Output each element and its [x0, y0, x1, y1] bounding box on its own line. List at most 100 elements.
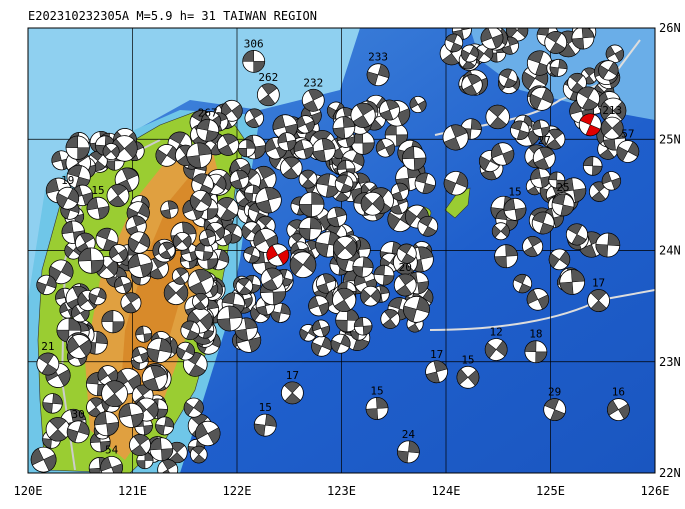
beachball: [66, 334, 92, 359]
beachball-lobe: [395, 273, 415, 297]
beachball: [548, 171, 566, 189]
beachball-lobe: [56, 188, 79, 209]
beachball-lobe: [492, 224, 510, 238]
beachball-lobe: [529, 87, 554, 110]
depth-label: 25: [556, 181, 569, 194]
beachball: [172, 231, 192, 251]
beachball-lobe: [549, 59, 568, 77]
beachball: [616, 140, 640, 163]
beachball: [601, 171, 622, 191]
beachball: [425, 360, 448, 384]
events: 306 262 233 201 148 90 213 267 232 19 15 17 24 16 29 17…: [36, 14, 640, 473]
beachball: [332, 287, 357, 313]
beachball-lobe: [230, 169, 249, 190]
beachball: [237, 139, 256, 158]
beachball-lobe: [160, 200, 179, 219]
beachball: [243, 246, 261, 264]
beachball: [526, 50, 553, 76]
depth-label: 17: [430, 348, 443, 361]
beachball: [460, 44, 479, 63]
beachball: [312, 319, 330, 338]
beachball-lobe: [195, 422, 221, 445]
beachball: [409, 95, 427, 114]
beachball: [199, 229, 217, 247]
beachball-lobe: [199, 229, 216, 247]
beachball-lobe: [266, 245, 289, 265]
beachball-lobe: [598, 61, 619, 80]
beachball-lobe: [513, 274, 532, 294]
beachball: [215, 197, 239, 221]
beachball: [559, 269, 586, 295]
beachball-lobe: [462, 74, 482, 96]
beachball: [149, 437, 174, 462]
beachball-lobe: [379, 99, 400, 121]
beachball: [311, 138, 336, 162]
depth-label: 27: [538, 134, 551, 147]
beachball: [255, 186, 282, 214]
beachball-lobe: [181, 320, 200, 340]
beachball-lobe: [42, 393, 63, 414]
beachball: [484, 338, 508, 361]
beachball-lobe: [122, 292, 140, 314]
beachball: [187, 268, 214, 296]
beachball: [605, 44, 625, 63]
beachball: [490, 142, 515, 166]
beachball-lobe: [298, 217, 322, 241]
beachball-lobe: [532, 211, 554, 235]
beachball-lobe: [94, 411, 119, 436]
depth-label: 201: [482, 14, 502, 27]
beachball-lobe: [605, 45, 624, 62]
beachball-lobe: [163, 283, 189, 302]
depth-label: 17: [592, 277, 605, 290]
beachball: [330, 333, 351, 354]
beachball-lobe: [579, 113, 601, 137]
beachball: [88, 287, 107, 306]
beachball: [155, 416, 175, 436]
beachball-lobe: [49, 417, 67, 442]
beachball-lobe: [242, 50, 265, 73]
depth-label: 148: [546, 18, 566, 31]
beachball-lobe: [524, 340, 548, 363]
beachball: [176, 341, 195, 361]
beachball: [393, 273, 417, 297]
beachball: [350, 102, 376, 128]
beachball: [160, 200, 179, 219]
beachball-lobe: [299, 191, 325, 217]
beachball: [379, 99, 400, 121]
beachball: [56, 186, 80, 210]
beachball: [106, 184, 130, 207]
beachball-lobe: [526, 289, 550, 310]
beachball: [595, 232, 621, 258]
beachball-lobe: [456, 368, 480, 386]
beachball: [94, 411, 120, 437]
beachball: [127, 253, 153, 278]
depth-label: 57: [621, 127, 634, 140]
beachball-lobe: [616, 141, 640, 162]
beachball: [125, 215, 147, 237]
beachball-lobe: [571, 28, 595, 50]
beachball: [607, 398, 630, 421]
beachball-lobe: [484, 340, 508, 359]
beachball-lobe: [173, 234, 192, 249]
beachball-lobe: [196, 119, 219, 142]
beachball: [65, 135, 90, 160]
beachball: [129, 434, 151, 456]
beachball-lobe: [101, 310, 125, 334]
beachball-lobe: [332, 116, 356, 139]
beachball: [565, 223, 589, 246]
beachball: [380, 309, 401, 329]
beachball: [95, 227, 119, 251]
beachball-lobe: [354, 317, 373, 336]
beachball-lobe: [425, 360, 448, 384]
y-tick-label: 24N: [659, 244, 681, 258]
beachball: [401, 146, 427, 171]
beachball: [280, 156, 303, 180]
beachball-lobe: [245, 108, 263, 128]
beachball-lobe: [403, 296, 430, 323]
beachball: [352, 256, 374, 278]
beachball: [163, 280, 189, 306]
beachball: [532, 146, 556, 170]
y-tick-label: 25N: [659, 132, 681, 146]
map-title: E202310232305A M=5.9 h= 31 TAIWAN REGION: [28, 9, 317, 23]
beachball-lobe: [548, 250, 571, 269]
